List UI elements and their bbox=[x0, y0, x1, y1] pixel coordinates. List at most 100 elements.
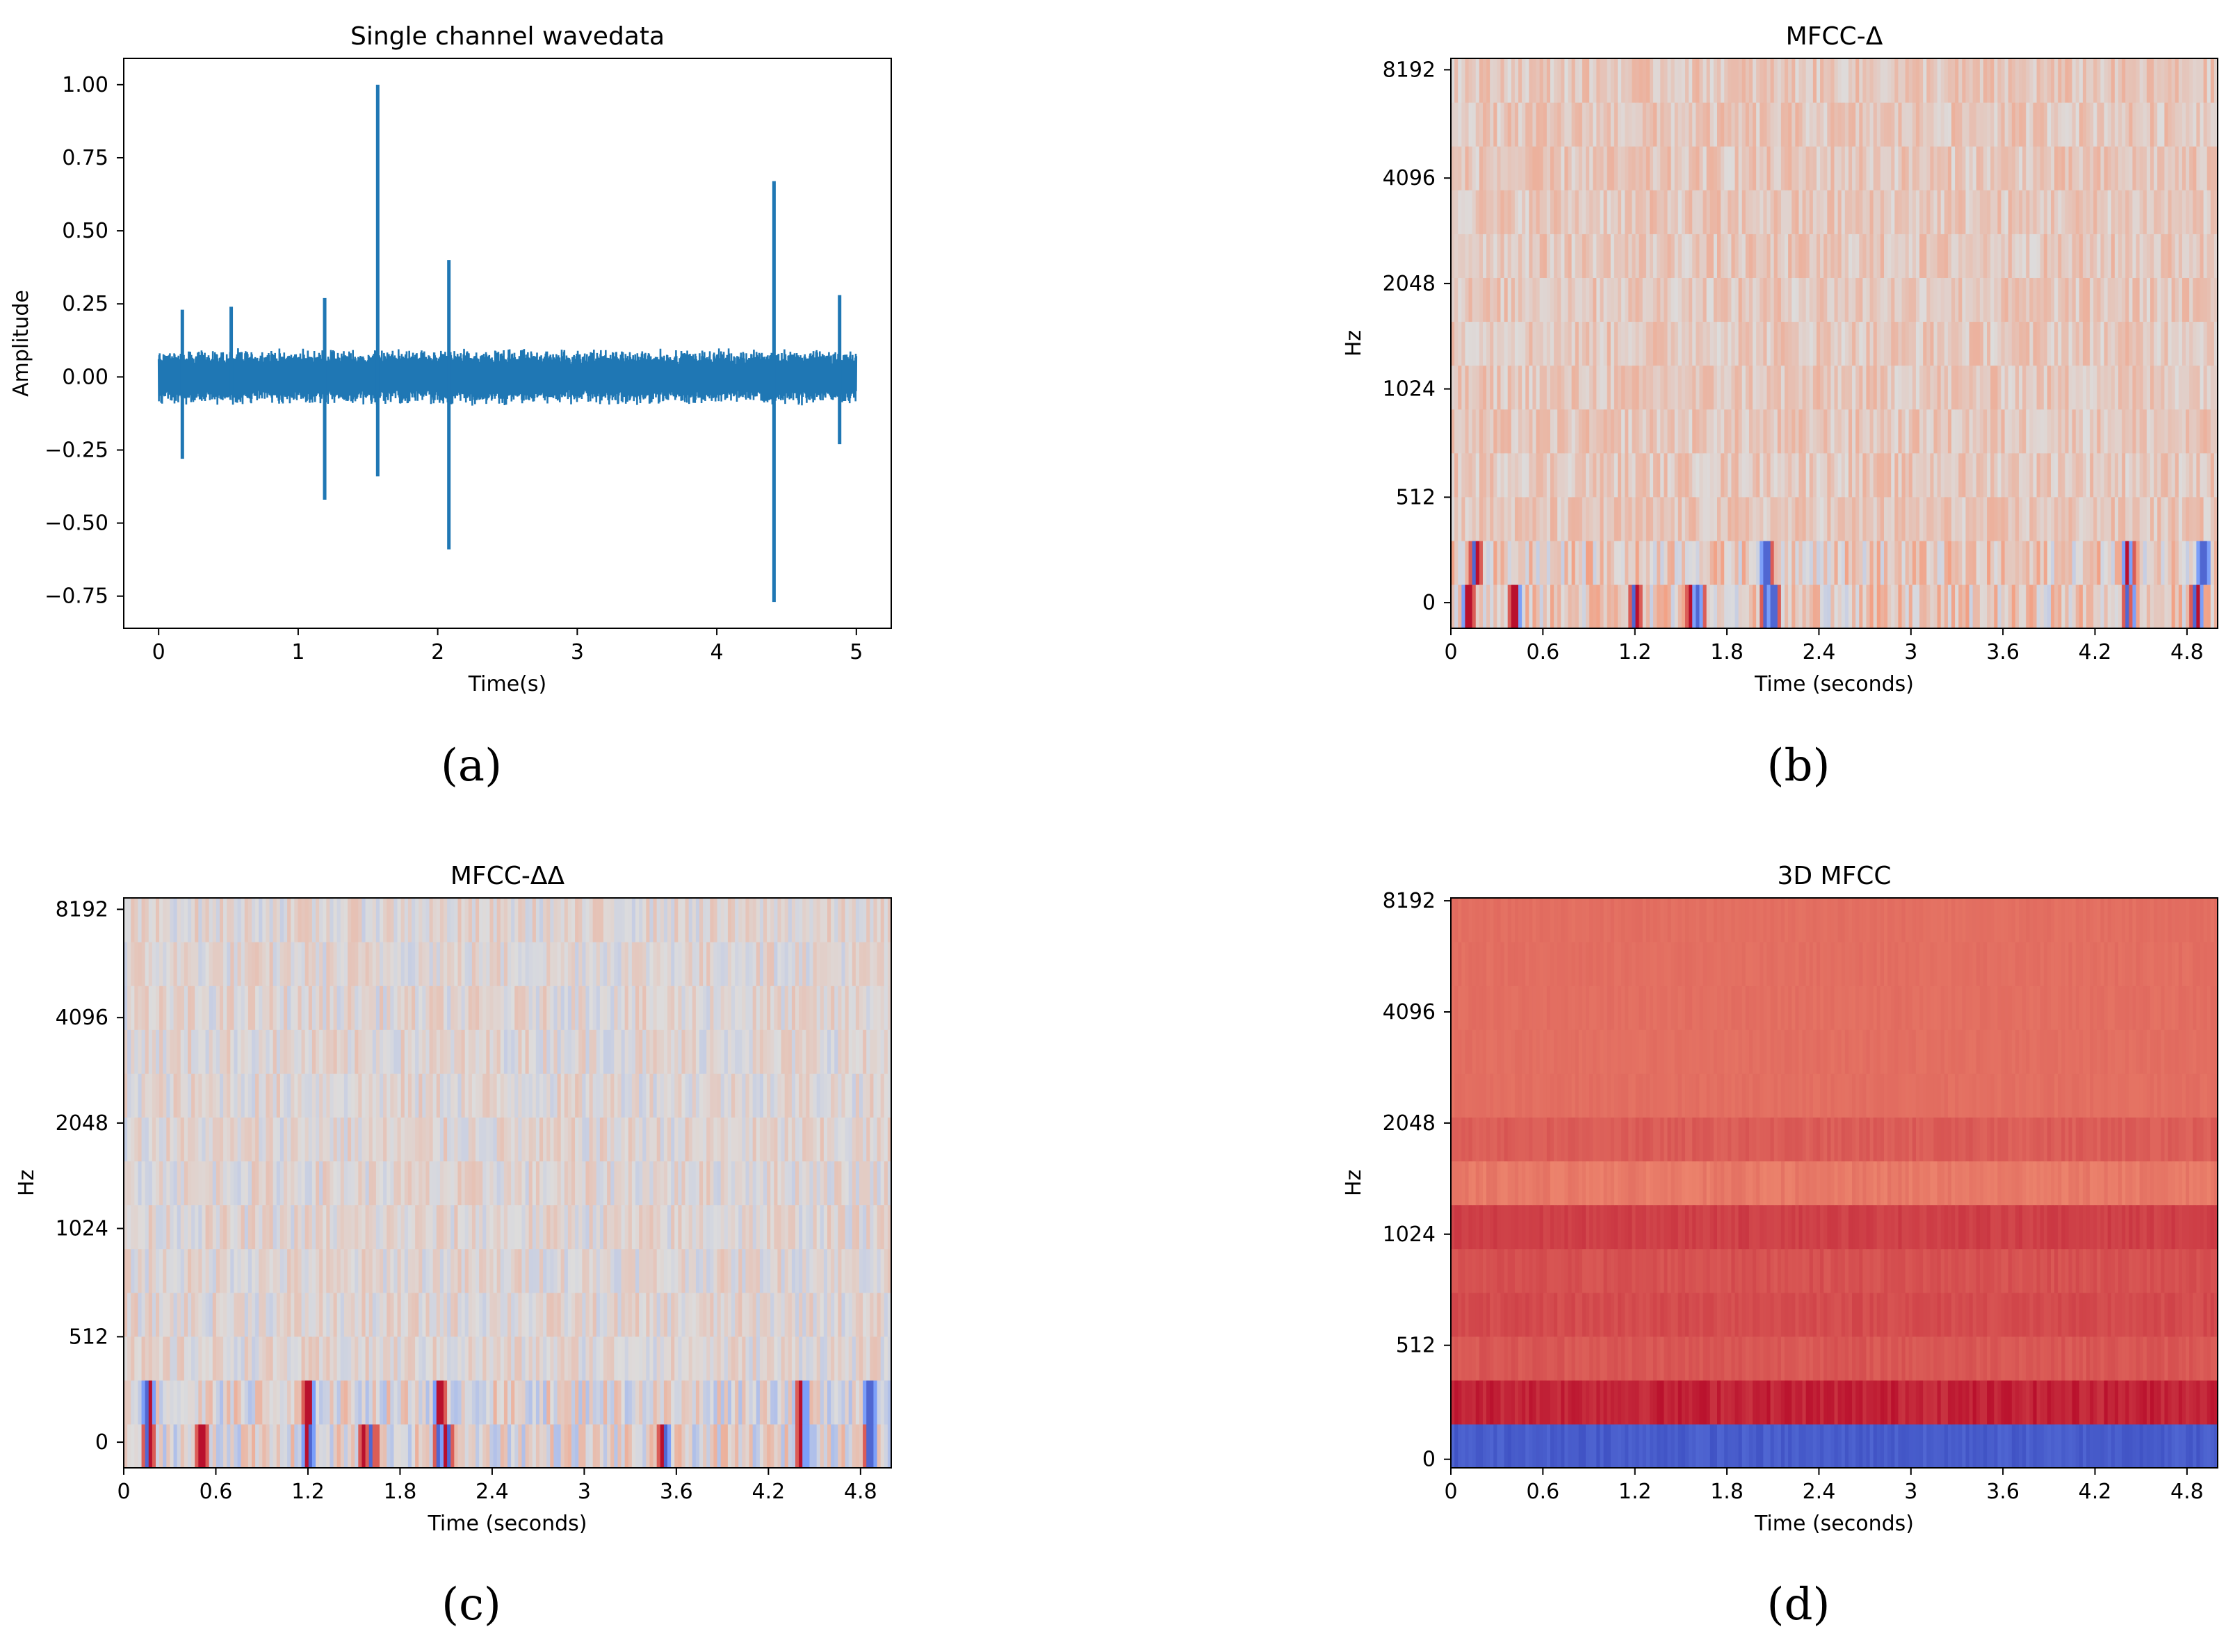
heatmap-cell bbox=[852, 1248, 856, 1293]
heatmap-cell bbox=[234, 1204, 238, 1250]
heatmap-cell bbox=[1490, 234, 1494, 278]
heatmap-cell bbox=[454, 1380, 459, 1425]
heatmap-cell bbox=[1905, 584, 1910, 629]
heatmap-cell bbox=[1625, 234, 1629, 278]
heatmap-cell bbox=[1507, 365, 1512, 410]
heatmap-cell bbox=[2178, 452, 2183, 498]
heatmap-cell bbox=[2203, 365, 2208, 410]
heatmap-cell bbox=[375, 1380, 380, 1425]
heatmap-cell bbox=[1596, 452, 1601, 498]
heatmap-cell bbox=[2118, 540, 2122, 585]
heatmap-cell bbox=[703, 1117, 707, 1162]
heatmap-cell bbox=[1933, 58, 1938, 103]
heatmap-cell bbox=[1816, 584, 1821, 629]
heatmap-cell bbox=[1482, 365, 1487, 410]
heatmap-cell bbox=[287, 1336, 291, 1381]
heatmap-cell bbox=[1745, 58, 1750, 103]
heatmap-cell bbox=[1564, 146, 1569, 190]
heatmap-cell bbox=[358, 1029, 363, 1074]
heatmap-cell bbox=[468, 1248, 473, 1293]
heatmap-cell bbox=[1703, 234, 1707, 278]
heatmap-cell bbox=[202, 1423, 206, 1469]
heatmap-cell bbox=[291, 1380, 295, 1425]
heatmap-cell bbox=[393, 1292, 398, 1337]
heatmap-cell bbox=[582, 1161, 587, 1206]
heatmap-cell bbox=[1674, 190, 1679, 234]
heatmap-cell bbox=[1891, 102, 1895, 147]
heatmap-cell bbox=[323, 1380, 327, 1425]
heatmap-cell bbox=[1780, 58, 1785, 103]
heatmap-cell bbox=[841, 1336, 846, 1381]
heatmap-cell bbox=[1834, 277, 1839, 322]
heatmap-cell bbox=[141, 1248, 146, 1293]
heatmap-cell bbox=[688, 1117, 693, 1162]
heatmap-cell bbox=[198, 1029, 203, 1074]
heatmap-cell bbox=[1855, 277, 1860, 322]
heatmap-cell bbox=[1539, 277, 1544, 322]
heatmap-cell bbox=[1955, 584, 1959, 629]
heatmap-cell bbox=[2040, 58, 2045, 103]
heatmap-cell bbox=[2090, 365, 2094, 410]
heatmap-cell bbox=[1589, 452, 1593, 498]
heatmap-cell bbox=[1518, 540, 1522, 585]
heatmap-cell bbox=[343, 1161, 348, 1206]
heatmap-cell bbox=[2068, 365, 2073, 410]
heatmap-cell bbox=[1525, 58, 1529, 103]
heatmap-cell bbox=[1997, 277, 2002, 322]
heatmap-cell bbox=[2061, 365, 2066, 410]
heatmap-cell bbox=[1812, 409, 1817, 454]
heatmap-cell bbox=[1965, 452, 1970, 498]
heatmap-cell bbox=[479, 1073, 483, 1118]
heatmap-cell bbox=[1458, 190, 1462, 234]
heatmap-cell bbox=[2082, 58, 2087, 103]
heatmap-cell bbox=[1955, 277, 1959, 322]
heatmap-cell bbox=[1475, 234, 1480, 278]
heatmap-cell bbox=[1770, 409, 1775, 454]
heatmap-cell bbox=[1965, 409, 1970, 454]
panel-title: MFCC-Δ bbox=[1786, 22, 1883, 51]
heatmap-cell bbox=[1653, 190, 1657, 234]
heatmap-cell bbox=[1561, 277, 1566, 322]
heatmap-cell bbox=[404, 1029, 409, 1074]
heatmap-cell bbox=[1983, 409, 1988, 454]
heatmap-cell bbox=[1539, 409, 1544, 454]
heatmap-cell bbox=[1735, 321, 1739, 366]
heatmap-cell bbox=[326, 1292, 331, 1337]
heatmap-cell bbox=[1677, 277, 1682, 322]
heatmap-cell bbox=[1951, 540, 1956, 585]
heatmap-cell bbox=[795, 1073, 799, 1118]
heatmap-cell bbox=[1692, 277, 1696, 322]
heatmap-cell bbox=[1458, 540, 1462, 585]
heatmap-cell bbox=[589, 1336, 594, 1381]
heatmap-cell bbox=[131, 1380, 135, 1425]
y-axis-label: Amplitude bbox=[9, 290, 33, 397]
heatmap-cell bbox=[496, 1073, 501, 1118]
heatmap-cell bbox=[564, 1248, 569, 1293]
heatmap-cell bbox=[141, 1029, 146, 1074]
heatmap-cell bbox=[656, 1117, 661, 1162]
heatmap-cell bbox=[2104, 584, 2109, 629]
heatmap-cell bbox=[2132, 452, 2137, 498]
heatmap-cell bbox=[2129, 58, 2134, 103]
heatmap-cell bbox=[1568, 584, 1573, 629]
heatmap-cell bbox=[1561, 146, 1566, 190]
heatmap-cell bbox=[553, 1336, 558, 1381]
heatmap-cell bbox=[348, 1248, 352, 1293]
heatmap-cell bbox=[1475, 277, 1480, 322]
heatmap-cell bbox=[380, 1029, 384, 1074]
heatmap-cell bbox=[244, 1029, 249, 1074]
heatmap-cell bbox=[1557, 190, 1561, 234]
heatmap-cell bbox=[1741, 584, 1746, 629]
heatmap-cell bbox=[1561, 321, 1566, 366]
heatmap-cell bbox=[1940, 584, 1945, 629]
heatmap-cell bbox=[695, 1204, 700, 1250]
heatmap-cell bbox=[1500, 540, 1505, 585]
heatmap-cell bbox=[1894, 496, 1899, 541]
heatmap-cell bbox=[1543, 146, 1547, 190]
heatmap-cell bbox=[2040, 190, 2045, 234]
heatmap-cell bbox=[1731, 102, 1736, 147]
heatmap-cell bbox=[674, 1336, 679, 1381]
heatmap-cell bbox=[319, 1073, 323, 1118]
heatmap-cell bbox=[227, 1380, 231, 1425]
